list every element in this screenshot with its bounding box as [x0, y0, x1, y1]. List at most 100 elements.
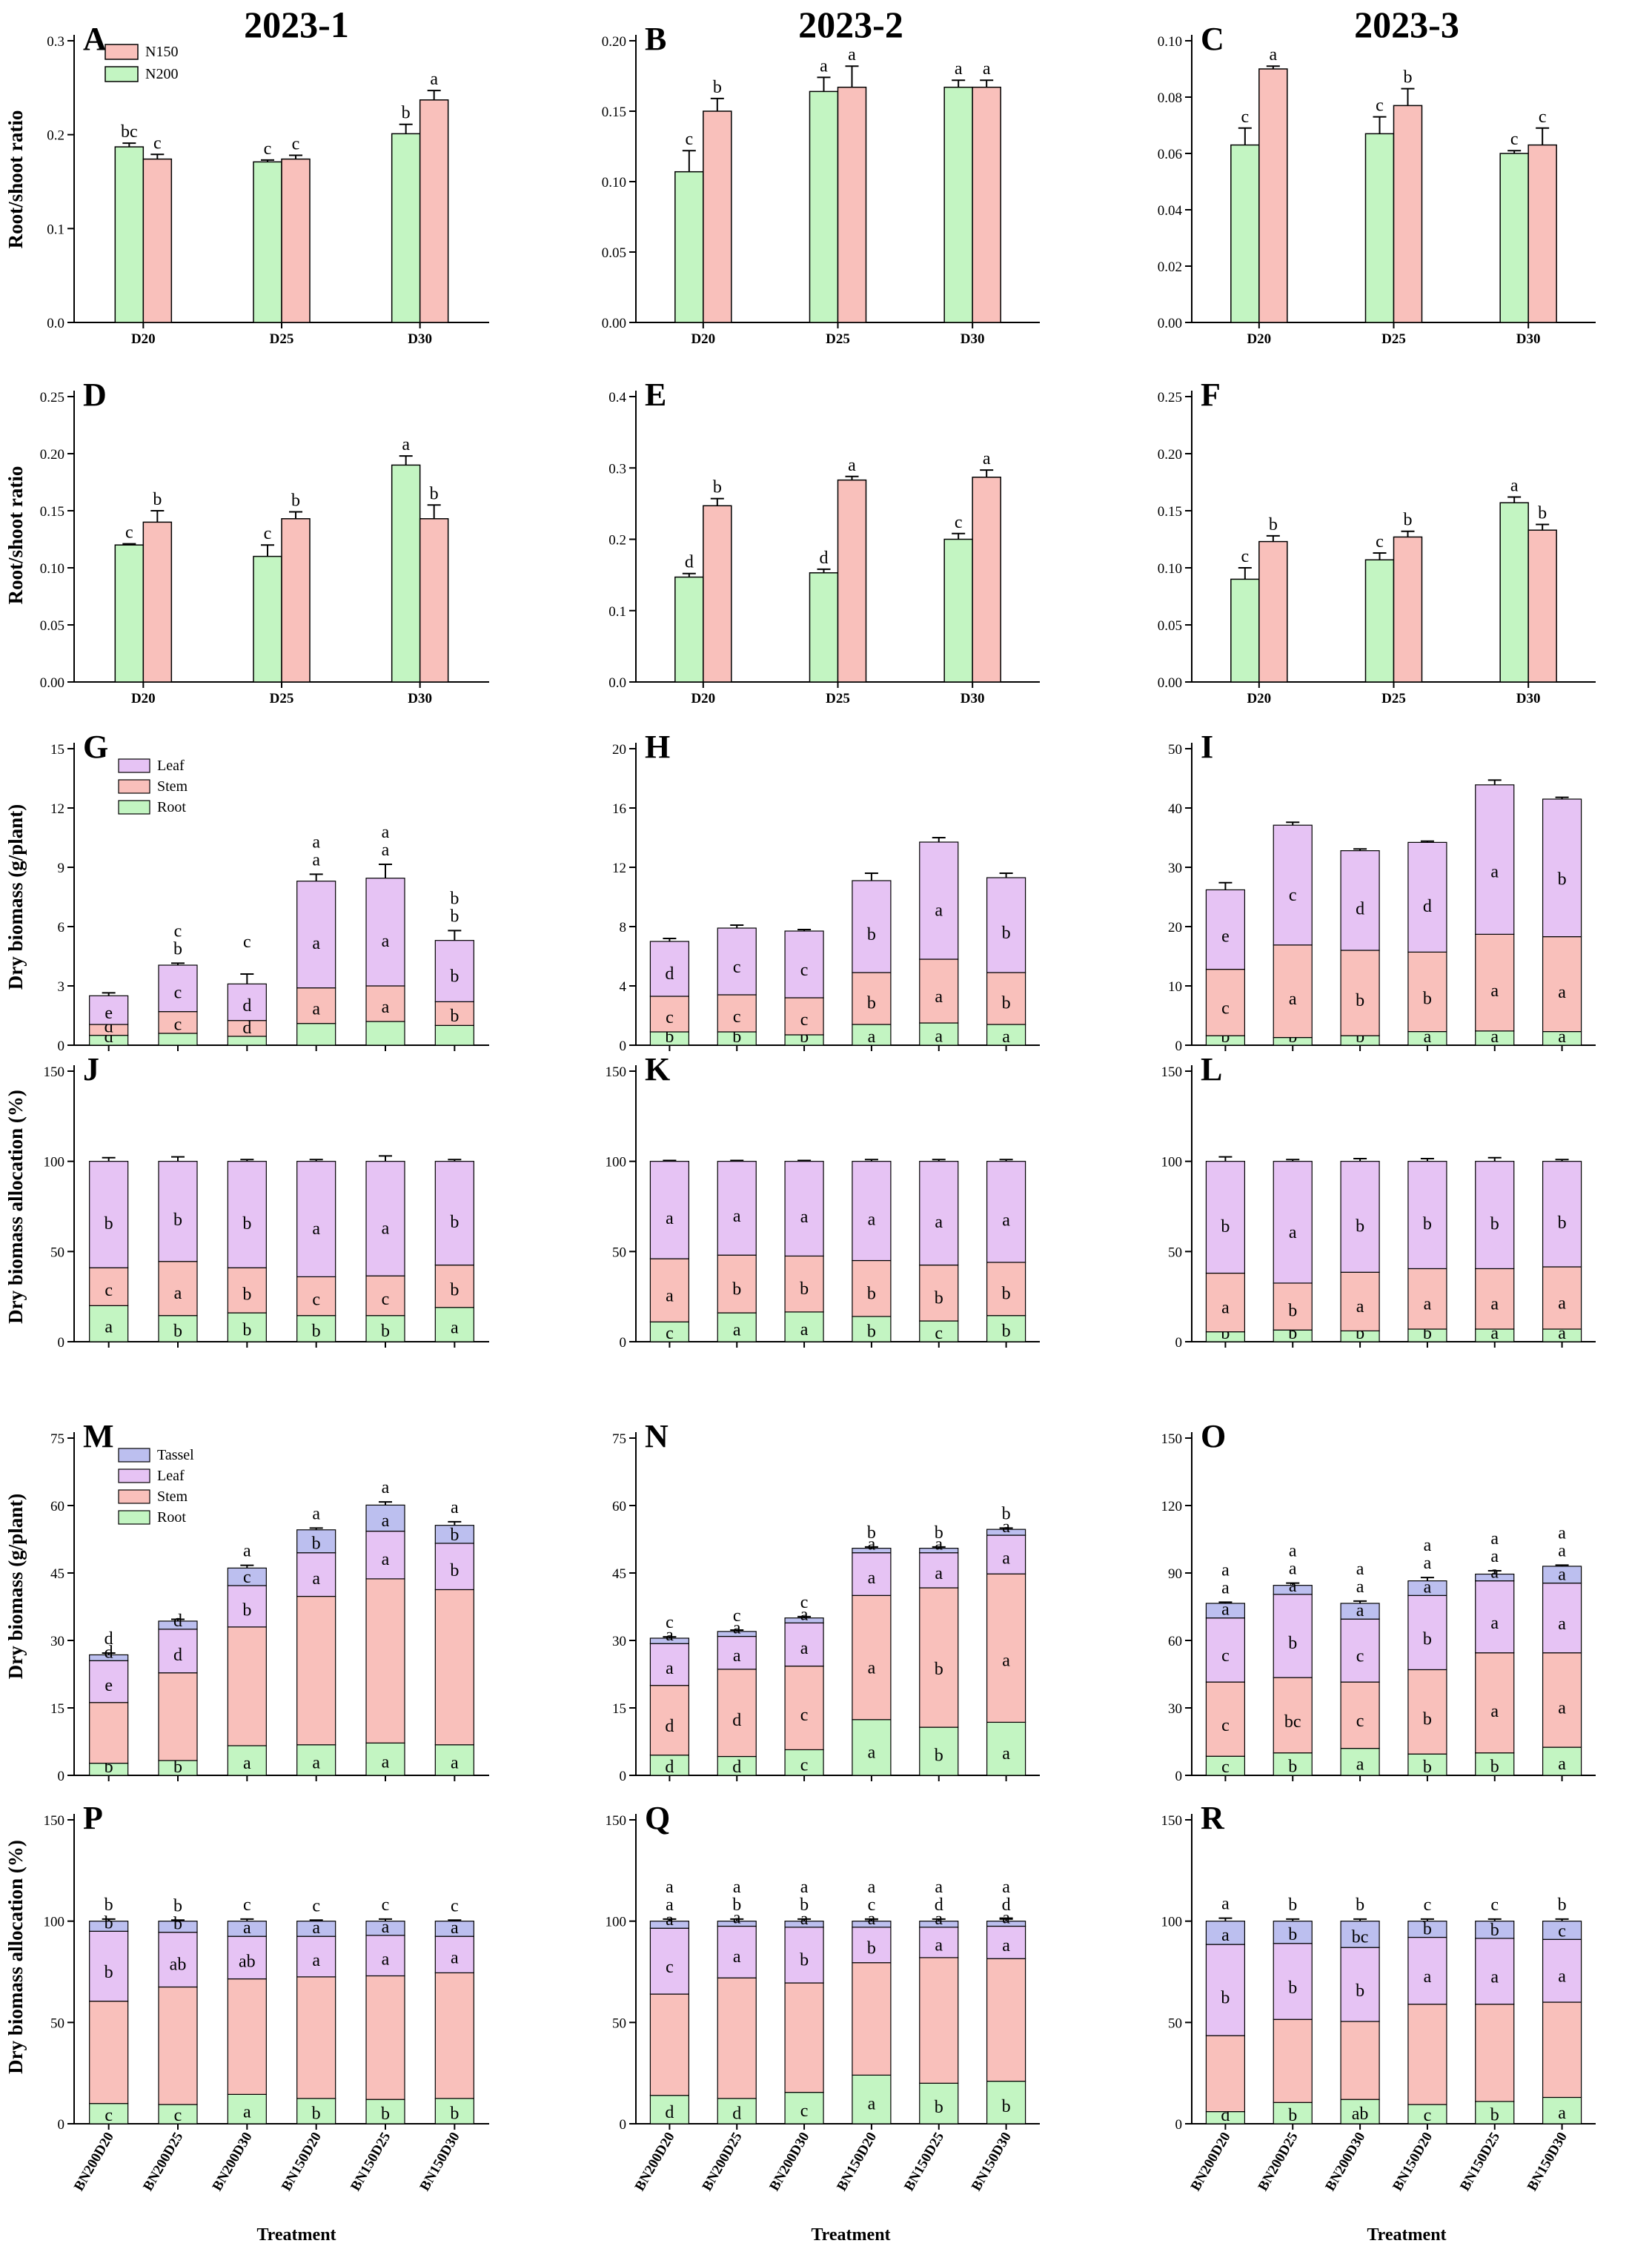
bar-R-Leaf-BN200D25 [1273, 1943, 1313, 2020]
sig-letter-O-total-1-5: a [1558, 1523, 1566, 1543]
sig-letter-I-Leaf-4: a [1490, 863, 1499, 882]
bar-M-Leaf-BN200D25 [158, 1629, 198, 1674]
x-tick-label-F-0: D20 [1247, 691, 1271, 706]
bar-O-Stem-BN200D30 [1340, 1681, 1380, 1749]
sig-letter-G-total-0-1: b [173, 939, 182, 958]
y-tick-label-F-2: 0.10 [1158, 561, 1182, 577]
sig-letter-N-total-0-5: b [1002, 1504, 1011, 1523]
bar-H-Leaf-BN150D30 [986, 877, 1026, 973]
sig-letter-N-Stem-1: d [732, 1711, 741, 1730]
y-tick-label-N-1: 15 [612, 1701, 626, 1717]
sig-letter-D-N200-0: c [125, 523, 133, 543]
y-tick-label-L-0: 0 [1175, 1335, 1183, 1351]
y-tick-label-A-0: 0.0 [47, 316, 64, 331]
bar-Q-Leaf-BN200D30 [784, 1927, 824, 1984]
sig-letter-P-Tassel-5: a [451, 1918, 459, 1938]
sig-letter-O-Root-0: c [1221, 1758, 1230, 1777]
y-tick-label-R-0: 0 [1175, 2117, 1183, 2133]
sig-letter-P-Tassel-1: b [173, 1915, 182, 1934]
x-tick-label-R-4: BN150D25 [1457, 2130, 1503, 2193]
sig-letter-O-Tassel-1: a [1289, 1577, 1297, 1596]
sig-letter-L-Leaf-2: b [1356, 1216, 1364, 1236]
x-tick-label-P-0: BN200D20 [71, 2130, 117, 2193]
legend-swatch-Root [118, 1510, 150, 1525]
bar-Q-Leaf-BN150D30 [986, 1925, 1026, 1959]
bar-M-Stem-BN150D30 [434, 1589, 474, 1746]
chart-E: 0.0 0.1 0.2 0.3 0.4 D20 d b D25 d a D30 c a E [608, 377, 1040, 706]
bar-K-Root-BN200D30 [784, 1311, 824, 1342]
bar-I-Leaf-BN150D25 [1475, 784, 1515, 935]
bar-J-Root-BN200D20 [89, 1305, 129, 1342]
bar-C-N200-D30 [1499, 153, 1529, 323]
sig-letter-R-Root-4: b [1490, 2105, 1499, 2125]
bar-M-Tassel-BN150D20 [296, 1529, 336, 1554]
sig-letter-H-Leaf-0: d [665, 964, 674, 984]
bar-M-Root-BN200D30 [227, 1745, 267, 1776]
sig-letter-N-total-0-3: b [867, 1523, 876, 1543]
bar-H-Stem-BN150D30 [986, 972, 1026, 1025]
bar-M-Leaf-BN200D20 [89, 1660, 129, 1703]
chart-O: 0306090120150cccaaabbcbaaaaccaaabbbaaaba… [1161, 1418, 1596, 1784]
bar-P-Root-BN200D20 [89, 2103, 129, 2125]
bar-D-N200-D25 [253, 555, 282, 683]
panel-label-D: D [83, 377, 107, 413]
y-tick-label-J-3: 150 [44, 1064, 65, 1080]
sig-letter-H-Leaf-1: c [733, 958, 741, 977]
bar-M-Leaf-BN150D30 [434, 1543, 474, 1591]
sig-letter-J-Stem-3: c [312, 1291, 320, 1310]
y-tick-label-Q-1: 50 [612, 2016, 626, 2031]
sig-letter-R-Root-2: ab [1352, 2104, 1369, 2124]
y-tick-label-B-4: 0.20 [602, 34, 626, 50]
y-tick-label-P-1: 50 [50, 2016, 64, 2031]
bar-F-N200-D20 [1230, 578, 1260, 683]
sig-letter-I-Stem-2: b [1356, 991, 1364, 1010]
sig-letter-J-Leaf-2: b [242, 1214, 251, 1233]
panel-label-G: G [83, 729, 108, 765]
y-tick-label-M-5: 75 [50, 1431, 64, 1447]
sig-letter-G-Leaf-4: a [382, 932, 390, 951]
sig-letter-O-total-0-4: a [1490, 1547, 1499, 1566]
bar-M-Root-BN150D30 [434, 1744, 474, 1776]
panel-label-O: O [1201, 1418, 1226, 1454]
bar-J-Leaf-BN150D20 [296, 1161, 336, 1277]
y-tick-label-Q-0: 0 [620, 2117, 627, 2133]
bar-Q-Root-BN200D20 [649, 2095, 690, 2125]
sig-letter-I-Stem-1: a [1289, 990, 1297, 1009]
sig-letter-O-Leaf-2: c [1356, 1646, 1364, 1666]
x-tick-label-D-1: D25 [270, 691, 294, 706]
sig-letter-M-Root-1: b [173, 1758, 182, 1777]
sig-letter-D-N150-0: b [153, 490, 162, 509]
sig-letter-N-Tassel-3: a [868, 1535, 876, 1554]
sig-letter-H-Stem-1: c [733, 1007, 741, 1027]
sig-letter-O-total-1-4: a [1490, 1529, 1499, 1549]
sig-letter-M-total-0-4: a [382, 1478, 390, 1497]
bar-N-Root-BN150D20 [852, 1719, 892, 1776]
sig-letter-H-Stem-4: a [935, 987, 943, 1007]
y-tick-label-P-3: 150 [44, 1813, 65, 1829]
bar-N-Stem-BN200D30 [784, 1665, 824, 1751]
panel-label-R: R [1201, 1800, 1225, 1836]
sig-letter-O-Tassel-0: a [1221, 1600, 1230, 1620]
bar-K-Leaf-BN200D20 [649, 1161, 690, 1259]
bar-P-Leaf-BN150D20 [296, 1935, 336, 1978]
sig-letter-P-total-0-2: c [243, 1895, 251, 1915]
sig-letter-R-total-0-4: c [1490, 1895, 1499, 1915]
sig-letter-L-Leaf-3: b [1423, 1215, 1432, 1234]
sig-letter-Q-Leaf-4: a [935, 1936, 943, 1955]
sig-letter-R-total-0-0: a [1221, 1895, 1230, 1914]
sig-letter-G-total-0-4: a [382, 841, 390, 860]
bar-J-Root-BN200D25 [158, 1315, 198, 1342]
sig-letter-R-Leaf-2: b [1356, 1981, 1364, 2001]
sig-letter-A-N150-0: c [153, 133, 162, 153]
y-tick-label-C-2: 0.04 [1158, 203, 1183, 219]
sig-letter-N-Leaf-4: a [935, 1564, 943, 1583]
sig-letter-O-Stem-3: b [1423, 1709, 1432, 1729]
x-tick-label-B-2: D30 [961, 331, 985, 347]
y-tick-label-R-1: 50 [1168, 2016, 1182, 2031]
sig-letter-O-Root-5: a [1558, 1755, 1566, 1774]
sig-letter-K-Root-5: b [1002, 1322, 1011, 1341]
sig-letter-N-Tassel-4: a [935, 1535, 943, 1554]
x-tick-label-A-0: D20 [131, 331, 156, 347]
y-tick-label-R-3: 150 [1161, 1813, 1183, 1829]
